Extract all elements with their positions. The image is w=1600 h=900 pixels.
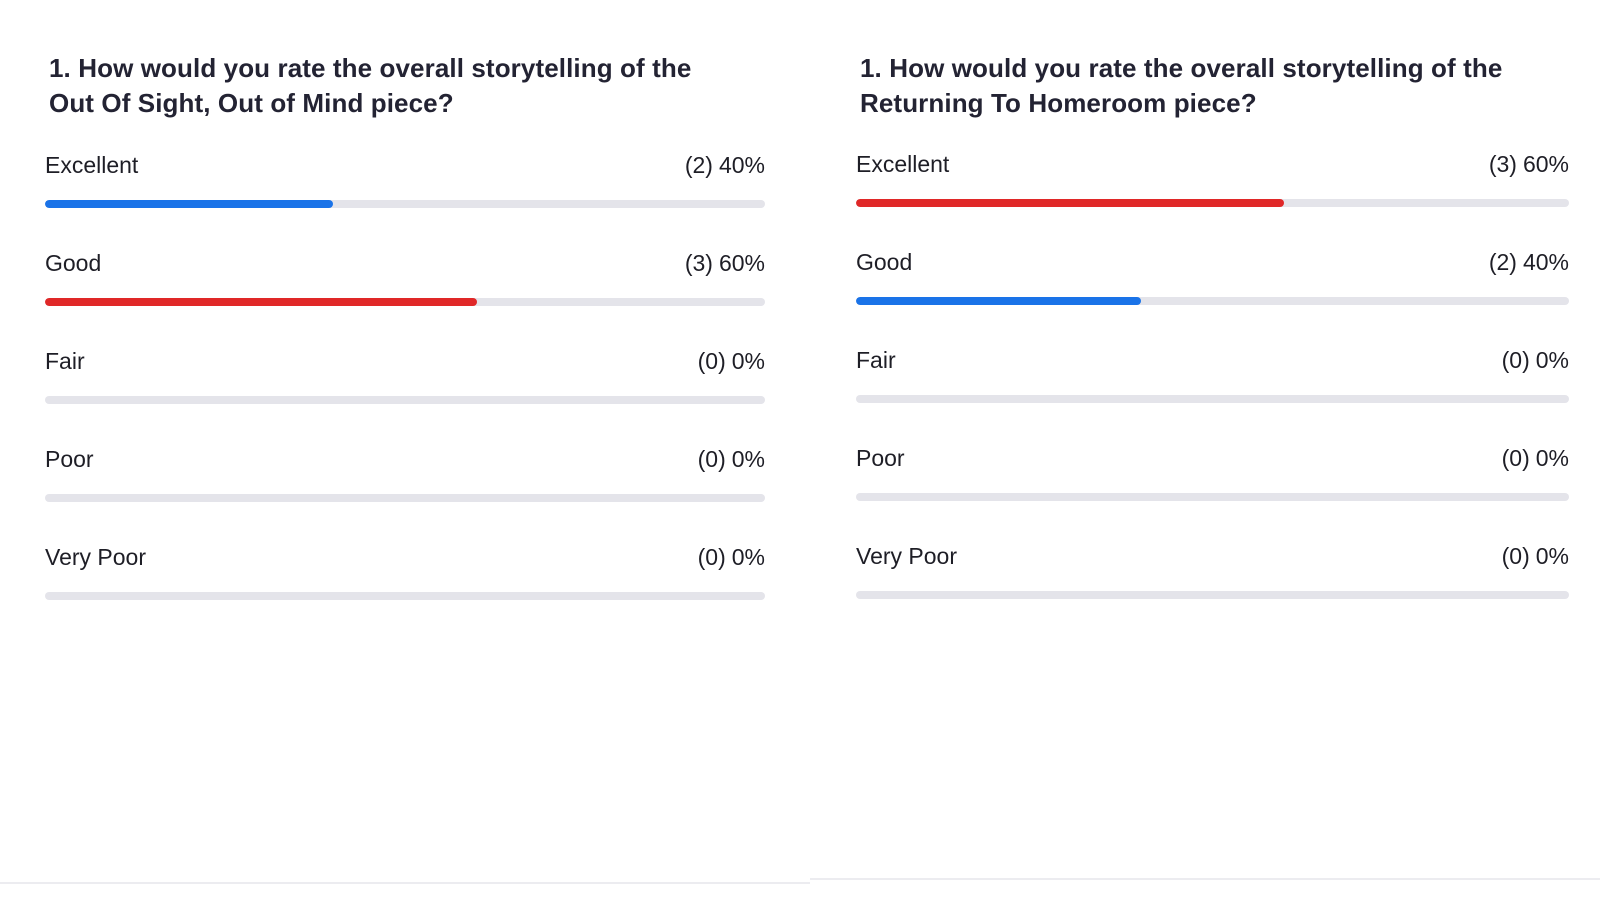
option-label: Good [45, 250, 102, 276]
option-result: (2) 40% [685, 150, 765, 180]
option-label: Fair [856, 347, 896, 373]
result-bar-track [856, 591, 1569, 599]
option-label: Fair [45, 348, 85, 374]
result-bar-track [45, 592, 765, 600]
result-bar-fill [856, 297, 1142, 305]
poll-option-very-poor: Very Poor (0) 0% [45, 542, 765, 640]
poll-question: 1. How would you rate the overall storyt… [49, 51, 769, 121]
result-bar-track [45, 200, 765, 208]
option-count: (0) [1501, 347, 1530, 373]
option-percent: 60% [718, 250, 765, 276]
result-bar-track [856, 395, 1569, 403]
option-percent: 0% [1535, 543, 1569, 569]
option-count: (3) [684, 250, 713, 276]
question-line-1: 1. How would you rate the overall storyt… [860, 53, 1503, 83]
poll-option-fair: Fair (0) 0% [45, 346, 765, 444]
result-bar-track [45, 396, 765, 404]
option-result: (3) 60% [1489, 149, 1569, 179]
option-count: (0) [697, 348, 726, 374]
option-result: (0) 0% [1502, 541, 1569, 571]
option-percent: 0% [1535, 347, 1569, 373]
poll-option-excellent: Excellent (3) 60% [856, 149, 1569, 247]
option-result: (0) 0% [1502, 443, 1569, 473]
option-count: (0) [697, 446, 726, 472]
option-percent: 0% [731, 348, 765, 374]
option-label: Poor [45, 446, 94, 472]
option-count: (2) [1488, 249, 1517, 275]
result-bar-track [45, 494, 765, 502]
option-count: (3) [1488, 151, 1517, 177]
option-result: (3) 60% [685, 248, 765, 278]
option-result: (2) 40% [1489, 247, 1569, 277]
result-bar-fill [45, 298, 477, 306]
option-result: (0) 0% [698, 542, 765, 572]
poll-option-very-poor: Very Poor (0) 0% [856, 541, 1569, 639]
poll-option-good: Good (2) 40% [856, 247, 1569, 345]
option-label: Good [856, 249, 913, 275]
option-percent: 60% [1522, 151, 1569, 177]
question-line-1: 1. How would you rate the overall storyt… [49, 53, 692, 83]
option-label: Very Poor [45, 544, 146, 570]
option-result: (0) 0% [698, 444, 765, 474]
poll-option-good: Good (3) 60% [45, 248, 765, 346]
option-label: Poor [856, 445, 905, 471]
result-bar-fill [45, 200, 333, 208]
question-line-2: Out Of Sight, Out of Mind piece? [49, 88, 454, 118]
option-percent: 0% [731, 446, 765, 472]
option-label: Excellent [45, 152, 139, 178]
panel-divider [0, 882, 810, 884]
result-bar-track [856, 297, 1569, 305]
question-line-2: Returning To Homeroom piece? [860, 88, 1257, 118]
option-count: (2) [684, 152, 713, 178]
poll-option-poor: Poor (0) 0% [856, 443, 1569, 541]
result-bar-fill [856, 199, 1284, 207]
result-bar-track [45, 298, 765, 306]
poll-option-excellent: Excellent (2) 40% [45, 150, 765, 248]
poll-results-panel-left: 1. How would you rate the overall storyt… [0, 0, 810, 884]
poll-option-poor: Poor (0) 0% [45, 444, 765, 542]
poll-options-list: Excellent (2) 40% Good (3) 60% Fair [45, 150, 765, 640]
option-percent: 40% [1522, 249, 1569, 275]
option-count: (0) [1501, 543, 1530, 569]
result-bar-track [856, 199, 1569, 207]
result-bar-track [856, 493, 1569, 501]
option-result: (0) 0% [1502, 345, 1569, 375]
option-count: (0) [1501, 445, 1530, 471]
poll-question: 1. How would you rate the overall storyt… [860, 51, 1580, 121]
option-label: Very Poor [856, 543, 957, 569]
option-result: (0) 0% [698, 346, 765, 376]
poll-option-fair: Fair (0) 0% [856, 345, 1569, 443]
option-label: Excellent [856, 151, 950, 177]
panel-divider [810, 878, 1600, 880]
poll-options-list: Excellent (3) 60% Good (2) 40% Fair [856, 149, 1569, 639]
option-percent: 0% [1535, 445, 1569, 471]
poll-results-panel-right: 1. How would you rate the overall storyt… [810, 0, 1600, 884]
option-percent: 0% [731, 544, 765, 570]
option-count: (0) [697, 544, 726, 570]
option-percent: 40% [718, 152, 765, 178]
